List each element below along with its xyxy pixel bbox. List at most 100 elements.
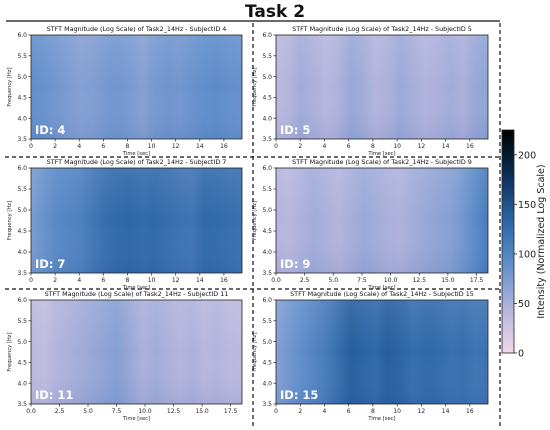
x-tick-label: 14 [196,143,204,150]
subject-id-label: ID: 7 [35,257,65,271]
x-tick-label: 14 [196,277,204,284]
x-tick-label: 2 [298,143,302,150]
y-tick-label: 4.5 [262,228,272,235]
y-tick-label: 4.5 [17,95,27,102]
y-tick-label: 4.5 [17,228,27,235]
x-tick-label: 16 [466,143,474,150]
x-tick-label: 4 [77,143,81,150]
x-tick-label: 17.5 [470,277,484,284]
x-tick-label: 14 [442,143,450,150]
y-tick-label: 5.0 [17,339,27,346]
x-tick-label: 10 [393,143,401,150]
y-tick-label: 5.5 [17,186,27,193]
x-axis-label: Time [sec] [122,285,150,291]
colorbar-tick-label: 0 [518,349,524,360]
x-tick-label: 7.5 [112,408,122,415]
colorbar-tick-label: 100 [518,249,536,260]
x-tick-label: 0.0 [26,408,36,415]
y-tick-label: 6.0 [262,165,272,172]
subplot-title: STFT Magnitude (Log Scale) of Task2_14Hz… [45,290,229,298]
y-tick-label: 3.5 [262,401,272,408]
x-axis-label: Time [sec] [122,151,150,157]
y-axis-label: Frequency [Hz] [252,332,258,371]
y-tick-label: 6.0 [17,32,27,39]
y-tick-label: 4.5 [262,95,272,102]
x-tick-label: 17.5 [224,408,238,415]
x-tick-label: 0 [29,277,33,284]
x-tick-label: 10.0 [384,277,398,284]
x-tick-label: 2 [53,277,57,284]
x-axis-label: Time [sec] [367,151,395,157]
y-axis-label: Frequency [Hz] [7,67,13,106]
y-tick-label: 5.5 [262,186,272,193]
x-tick-label: 2 [53,143,57,150]
x-tick-label: 0 [274,143,278,150]
x-tick-label: 0.0 [271,277,281,284]
heatmap-shade [31,35,242,139]
subplot-title: STFT Magnitude (Log Scale) of Task2_14Hz… [292,25,472,33]
x-tick-label: 12 [418,408,426,415]
plot-frame [275,167,489,274]
x-tick-label: 8 [126,143,130,150]
subplot-title: STFT Magnitude (Log Scale) of Task2_14Hz… [292,158,472,166]
plot-frame [30,34,243,140]
x-tick-label: 6 [347,143,351,150]
y-tick-label: 5.5 [17,53,27,60]
x-tick-label: 15.0 [195,408,209,415]
y-axis-label: Frequency [Hz] [7,332,13,371]
y-axis-label: Frequency [Hz] [252,201,258,240]
x-tick-label: 16 [466,408,474,415]
x-tick-label: 6 [101,143,105,150]
y-tick-label: 5.0 [262,207,272,214]
subject-id-label: ID: 9 [280,257,310,271]
plot-frame [30,167,243,274]
y-tick-label: 6.0 [17,297,27,304]
heatmap-shade [276,168,488,273]
plot-frame [30,299,243,405]
x-tick-label: 4 [323,143,327,150]
colorbar-tick-label: 150 [518,200,536,211]
subject-id-label: ID: 5 [280,123,310,137]
x-tick-label: 12.5 [413,277,427,284]
y-tick-label: 4.0 [17,380,27,387]
colorbar-tick-label: 50 [518,299,530,310]
y-tick-label: 4.5 [262,360,272,367]
y-tick-label: 3.5 [262,270,272,277]
x-axis-label: Time [sec] [122,416,150,422]
y-tick-label: 3.5 [17,270,27,277]
heatmap-shade [31,300,242,404]
y-axis-label: Frequency [Hz] [252,67,258,106]
x-axis-label: Time [sec] [367,285,395,291]
y-tick-label: 4.5 [17,360,27,367]
x-tick-label: 12 [418,143,426,150]
x-axis-label: Time [sec] [367,416,395,422]
x-tick-label: 12 [172,143,180,150]
colorbar-label: Intensity (Normalized Log Scale) [536,164,547,318]
y-tick-label: 4.0 [262,249,272,256]
y-tick-label: 3.5 [17,136,27,143]
x-tick-label: 6 [101,277,105,284]
y-axis-label: Frequency [Hz] [7,201,13,240]
colorbar [501,129,515,354]
subject-id-label: ID: 15 [280,388,318,402]
x-tick-label: 10 [393,408,401,415]
x-tick-label: 16 [220,143,228,150]
x-tick-label: 2.5 [300,277,310,284]
y-tick-label: 5.0 [262,339,272,346]
x-tick-label: 16 [220,277,228,284]
heatmap-shade [31,168,242,273]
x-tick-label: 14 [442,408,450,415]
x-tick-label: 12.5 [167,408,181,415]
x-tick-label: 7.5 [357,277,367,284]
y-tick-label: 5.0 [262,74,272,81]
y-tick-label: 6.0 [17,165,27,172]
x-tick-label: 0 [274,408,278,415]
x-tick-label: 10.0 [138,408,152,415]
x-tick-label: 2 [298,408,302,415]
plot-frame [275,299,489,405]
figure-title: Task 2 [244,2,306,22]
subplot-title: STFT Magnitude (Log Scale) of Task2_14Hz… [47,25,227,33]
y-tick-label: 5.0 [17,207,27,214]
